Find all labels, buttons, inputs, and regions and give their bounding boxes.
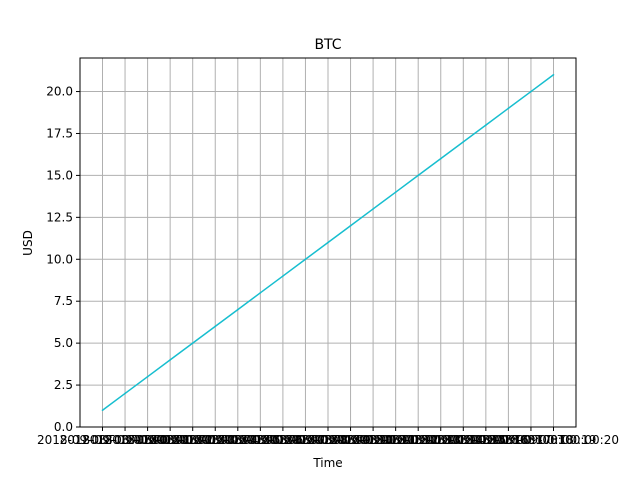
- x-tick-label: 2018-09-08T00:00:07: [195, 433, 326, 447]
- x-tick-label: 2018-09-08T00:00:12: [308, 433, 439, 447]
- x-tick-label: 2018-09-08T00:00:01: [60, 433, 191, 447]
- data-point: [282, 275, 284, 277]
- x-tick-label: 2018-09-08T00:00:09: [240, 433, 371, 447]
- data-point: [327, 241, 329, 244]
- x-tick-label: 2018-09-08T00:00:20: [488, 433, 619, 447]
- y-tick-label: 15.0: [46, 168, 73, 182]
- x-tick-label: 2018-09-08T00:00:13: [330, 433, 461, 447]
- x-tick-label: 2018-09-08T00:00:19: [465, 433, 596, 447]
- data-point: [462, 141, 465, 143]
- data-point: [349, 224, 352, 227]
- chart-title: BTC: [314, 37, 341, 53]
- data-point: [507, 107, 510, 110]
- data-point: [146, 375, 149, 378]
- x-tick-label: 2018-09-08T00:00:17: [420, 433, 551, 447]
- y-tick-label: 0.0: [54, 420, 73, 434]
- y-tick-label: 7.5: [54, 294, 73, 308]
- x-tick-label: 2018-09-08T00:00:16: [398, 433, 529, 447]
- x-tick-label: 2018-09-08T00:00:11: [285, 433, 416, 447]
- x-tick-label: 2018-09-08T00:00:15: [375, 433, 506, 447]
- data-point: [530, 90, 532, 93]
- data-point: [124, 392, 126, 395]
- x-tick-label: 2018-09-08T00:00:04: [127, 433, 258, 447]
- data-point: [191, 342, 194, 344]
- x-tick-label: 2018-09-08T00:00:03: [105, 433, 236, 447]
- data-point: [169, 359, 171, 361]
- x-tick-label: 2018-09-08T00:00:08: [217, 433, 348, 447]
- x-tick-label: 2018-09-08T00:00:14: [353, 433, 484, 447]
- data-point: [394, 191, 397, 193]
- y-tick-label: 12.5: [46, 210, 73, 224]
- data-point: [304, 258, 307, 261]
- y-tick-label: 5.0: [54, 336, 73, 350]
- y-axis-label: USD: [21, 230, 35, 256]
- y-tick-label: 2.5: [54, 378, 73, 392]
- data-point: [439, 157, 442, 160]
- data-point: [237, 308, 239, 311]
- x-tick-label: 2018-09-08T00:00:02: [82, 433, 213, 447]
- data-point: [485, 124, 487, 126]
- y-tick-label: 20.0: [46, 85, 73, 99]
- y-tick-label: 10.0: [46, 252, 73, 266]
- y-tick-label: 17.5: [46, 126, 73, 140]
- x-tick-label: 2018-09-08T00:00:00: [37, 433, 168, 447]
- data-point: [101, 409, 104, 412]
- data-point: [372, 208, 374, 210]
- x-tick-label: 2018-09-08T00:00:18: [443, 433, 574, 447]
- data-point: [417, 174, 420, 177]
- data-point: [214, 325, 217, 328]
- plot-area: 0.0 2.5 5.0 7.5 10.0 12.5 15.0 17.5 20.0 2018-09-…: [37, 57, 619, 447]
- x-tick-label: 2018-09-08T00:00:10: [263, 433, 394, 447]
- x-axis-label: Time: [312, 456, 342, 470]
- x-tick-label: 2018-09-08T00:00:06: [172, 433, 303, 447]
- data-point: [552, 73, 555, 76]
- data-point: [259, 292, 262, 294]
- x-tick-label: 2018-09-08T00:00:05: [150, 433, 281, 447]
